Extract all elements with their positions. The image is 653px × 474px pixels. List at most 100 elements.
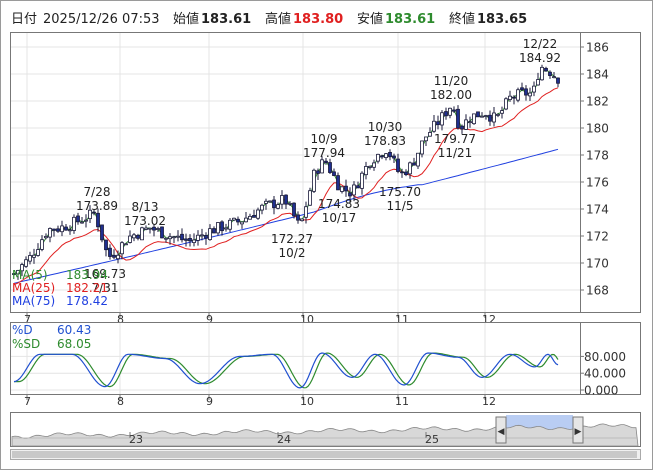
annotation-line: 169.73 xyxy=(84,267,126,281)
stoch-sd-line xyxy=(14,352,559,389)
stoch-tick-label: 0.000 xyxy=(584,384,618,398)
candle-up xyxy=(140,227,144,241)
stoch-x-label: 10 xyxy=(300,395,314,408)
candle-down xyxy=(252,215,256,218)
candle-up xyxy=(268,200,272,203)
price-tick-label: 170 xyxy=(586,257,609,271)
ma5-value: 183.94 xyxy=(66,268,108,282)
price-tick-label: 180 xyxy=(586,122,609,136)
candle-down xyxy=(452,109,456,112)
candle-up xyxy=(116,254,120,260)
candle-up xyxy=(132,234,136,239)
stoch-panel xyxy=(10,322,641,395)
candle-up xyxy=(200,234,204,237)
candle-up xyxy=(264,200,268,204)
navigator-layer xyxy=(11,415,639,447)
close-label: 終値 xyxy=(449,11,475,27)
candle-up xyxy=(68,229,72,232)
candle-up xyxy=(260,204,264,211)
high-label: 高値 xyxy=(265,11,291,27)
ma75-value: 178.42 xyxy=(66,294,108,308)
candle-up xyxy=(432,120,436,132)
candle-down xyxy=(344,185,348,192)
annotation-line: 173.02 xyxy=(124,214,166,228)
candle-up xyxy=(240,221,244,225)
candles-layer xyxy=(12,64,560,280)
stoch-x-label: 9 xyxy=(206,395,213,408)
candle-down xyxy=(392,155,396,159)
annotation-line: 182.00 xyxy=(430,88,472,102)
ma25-value: 182.21 xyxy=(66,281,108,295)
candle-up xyxy=(448,107,452,116)
candle-up xyxy=(208,228,212,241)
price-tick-label: 168 xyxy=(586,284,609,298)
candle-down xyxy=(316,170,320,174)
candle-down xyxy=(356,185,360,189)
candle-up xyxy=(540,66,544,81)
scrollbar-thumb[interactable] xyxy=(12,451,637,458)
annotation-label: 7/28 173.89 xyxy=(76,185,118,213)
candle-up xyxy=(168,236,172,240)
candle-up xyxy=(148,227,152,230)
candle-up xyxy=(552,76,556,79)
candle-down xyxy=(412,162,416,166)
stoch-x-axis: 7 8 9 10 11 12 xyxy=(24,394,496,408)
candle-down xyxy=(380,155,384,158)
annotation-line: 173.89 xyxy=(76,199,118,213)
price-panel xyxy=(10,32,641,313)
price-x-label: 8 xyxy=(117,313,124,326)
candle-down xyxy=(56,228,60,232)
candle-down xyxy=(476,111,480,118)
candle-down xyxy=(76,215,80,223)
stoch-x-label: 12 xyxy=(482,395,496,408)
stoch-tick-label: 80.000 xyxy=(584,350,626,364)
candle-down xyxy=(204,235,208,239)
navigator-labels: 23 24 25 xyxy=(129,432,439,446)
annotation-line: 11/21 xyxy=(438,146,473,160)
candle-up xyxy=(508,95,512,101)
candle-up xyxy=(468,121,472,124)
price-x-label: 7 xyxy=(24,313,31,326)
ma25-label: MA(25) xyxy=(12,281,55,295)
candle-up xyxy=(244,217,248,223)
stoch-legend: %D 60.43 %SD 68.05 xyxy=(12,323,91,351)
candle-up xyxy=(60,225,64,233)
candle-down xyxy=(160,226,164,239)
candle-up xyxy=(36,249,40,256)
candle-down xyxy=(512,96,516,99)
candle-down xyxy=(324,160,328,164)
price-header: 日付 2025/12/26 07:53 始値 183.61 高値 183.80 … xyxy=(11,11,527,27)
annotation-label: 175.70 11/5 xyxy=(379,185,421,213)
candle-up xyxy=(484,115,488,117)
candle-up xyxy=(536,79,540,86)
navigator-area xyxy=(11,423,639,447)
annotation-line: 175.70 xyxy=(379,185,421,199)
candle-down xyxy=(296,214,300,221)
candle-up xyxy=(304,206,308,218)
navigator-right-handle[interactable] xyxy=(572,416,584,444)
candle-down xyxy=(396,158,400,172)
price-tick-label: 182 xyxy=(586,95,609,109)
ma75-line xyxy=(13,148,559,284)
stoch-x-label: 8 xyxy=(117,395,124,408)
close-value: 183.65 xyxy=(477,12,527,27)
candle-down xyxy=(52,228,56,231)
candle-up xyxy=(172,236,176,239)
candle-up xyxy=(408,162,412,175)
navigator-left-handle[interactable] xyxy=(495,416,507,444)
candle-down xyxy=(100,224,104,241)
candle-down xyxy=(272,199,276,209)
candle-up xyxy=(24,259,28,267)
annotation-line: 10/2 xyxy=(279,246,306,260)
candle-up xyxy=(464,119,468,130)
annotation-line: 174.83 xyxy=(318,197,360,211)
annotation-label: 174.83 10/17 xyxy=(318,197,360,225)
candle-up xyxy=(72,216,76,231)
left-handle-arrow-icon: ◀ xyxy=(498,427,505,437)
candle-down xyxy=(236,218,240,223)
candle-up xyxy=(84,219,88,222)
candle-down xyxy=(104,239,108,251)
candle-down xyxy=(520,87,524,91)
candle-up xyxy=(492,112,496,123)
